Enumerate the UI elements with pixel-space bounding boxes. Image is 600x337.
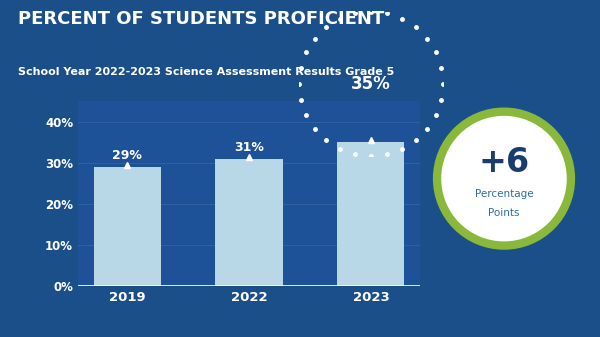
Circle shape <box>440 115 568 242</box>
Text: Points: Points <box>488 208 520 218</box>
Text: 35%: 35% <box>351 74 391 93</box>
Text: Percentage: Percentage <box>475 189 533 200</box>
Bar <box>215 159 283 286</box>
Text: School Year 2022-2023 Science Assessment Results Grade 5: School Year 2022-2023 Science Assessment… <box>18 67 394 78</box>
Bar <box>94 167 161 286</box>
Bar <box>337 142 404 286</box>
Text: 29%: 29% <box>112 149 142 162</box>
Text: 31%: 31% <box>234 141 264 154</box>
Text: +6: +6 <box>478 146 530 179</box>
Text: PERCENT OF STUDENTS PROFICIENT: PERCENT OF STUDENTS PROFICIENT <box>18 10 384 28</box>
